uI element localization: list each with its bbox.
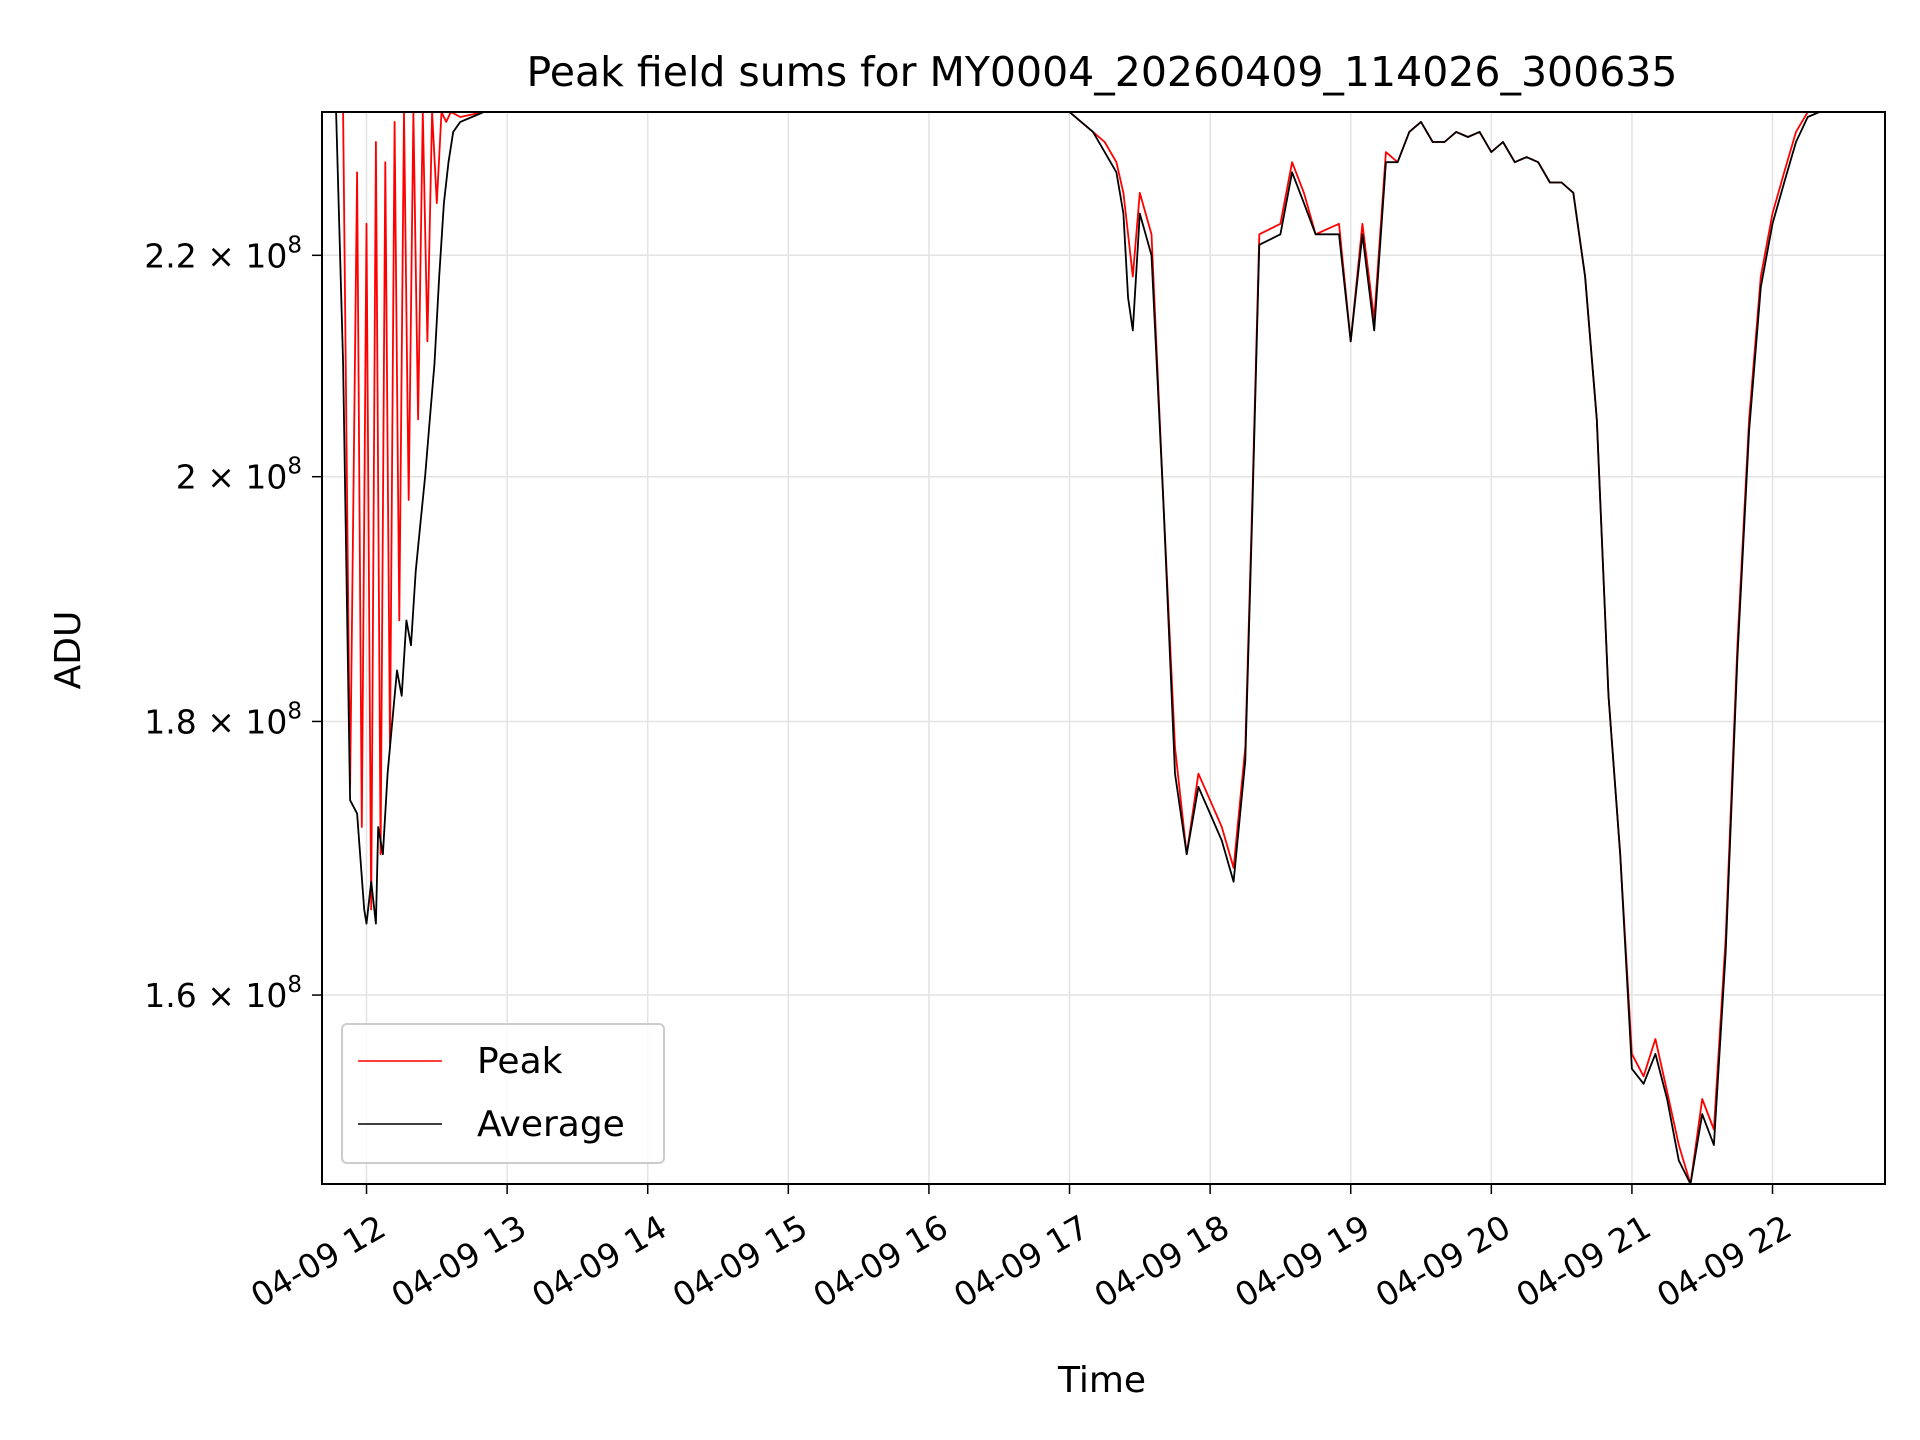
legend-box	[341, 1023, 665, 1164]
series-layer	[322, 112, 1885, 1184]
y-tick-label: 2 × 108	[176, 454, 302, 497]
chart-title: Peak field sums for MY0004_20260409_1140…	[527, 48, 1678, 96]
series-line-peak	[322, 112, 1885, 1184]
plot-area	[322, 112, 1885, 1184]
y-tick-label: 2.2 × 108	[144, 232, 302, 275]
y-axis-label: ADU	[48, 611, 89, 690]
plot-frame	[321, 111, 1886, 1185]
y-tick-label: 1.6 × 108	[144, 972, 302, 1015]
y-axis-ticks: 1.6 × 108 1.8 × 108 2 × 108 2.2 × 108	[144, 232, 322, 1015]
series-line-average	[322, 112, 1885, 1184]
y-tick-label: 1.8 × 108	[144, 698, 302, 741]
legend: Peak Average	[341, 1023, 665, 1164]
legend-label-peak: Peak	[477, 1041, 563, 1082]
legend-label-average: Average	[477, 1104, 625, 1145]
grid	[322, 112, 1885, 1184]
x-axis-label: Time	[1057, 1360, 1146, 1401]
